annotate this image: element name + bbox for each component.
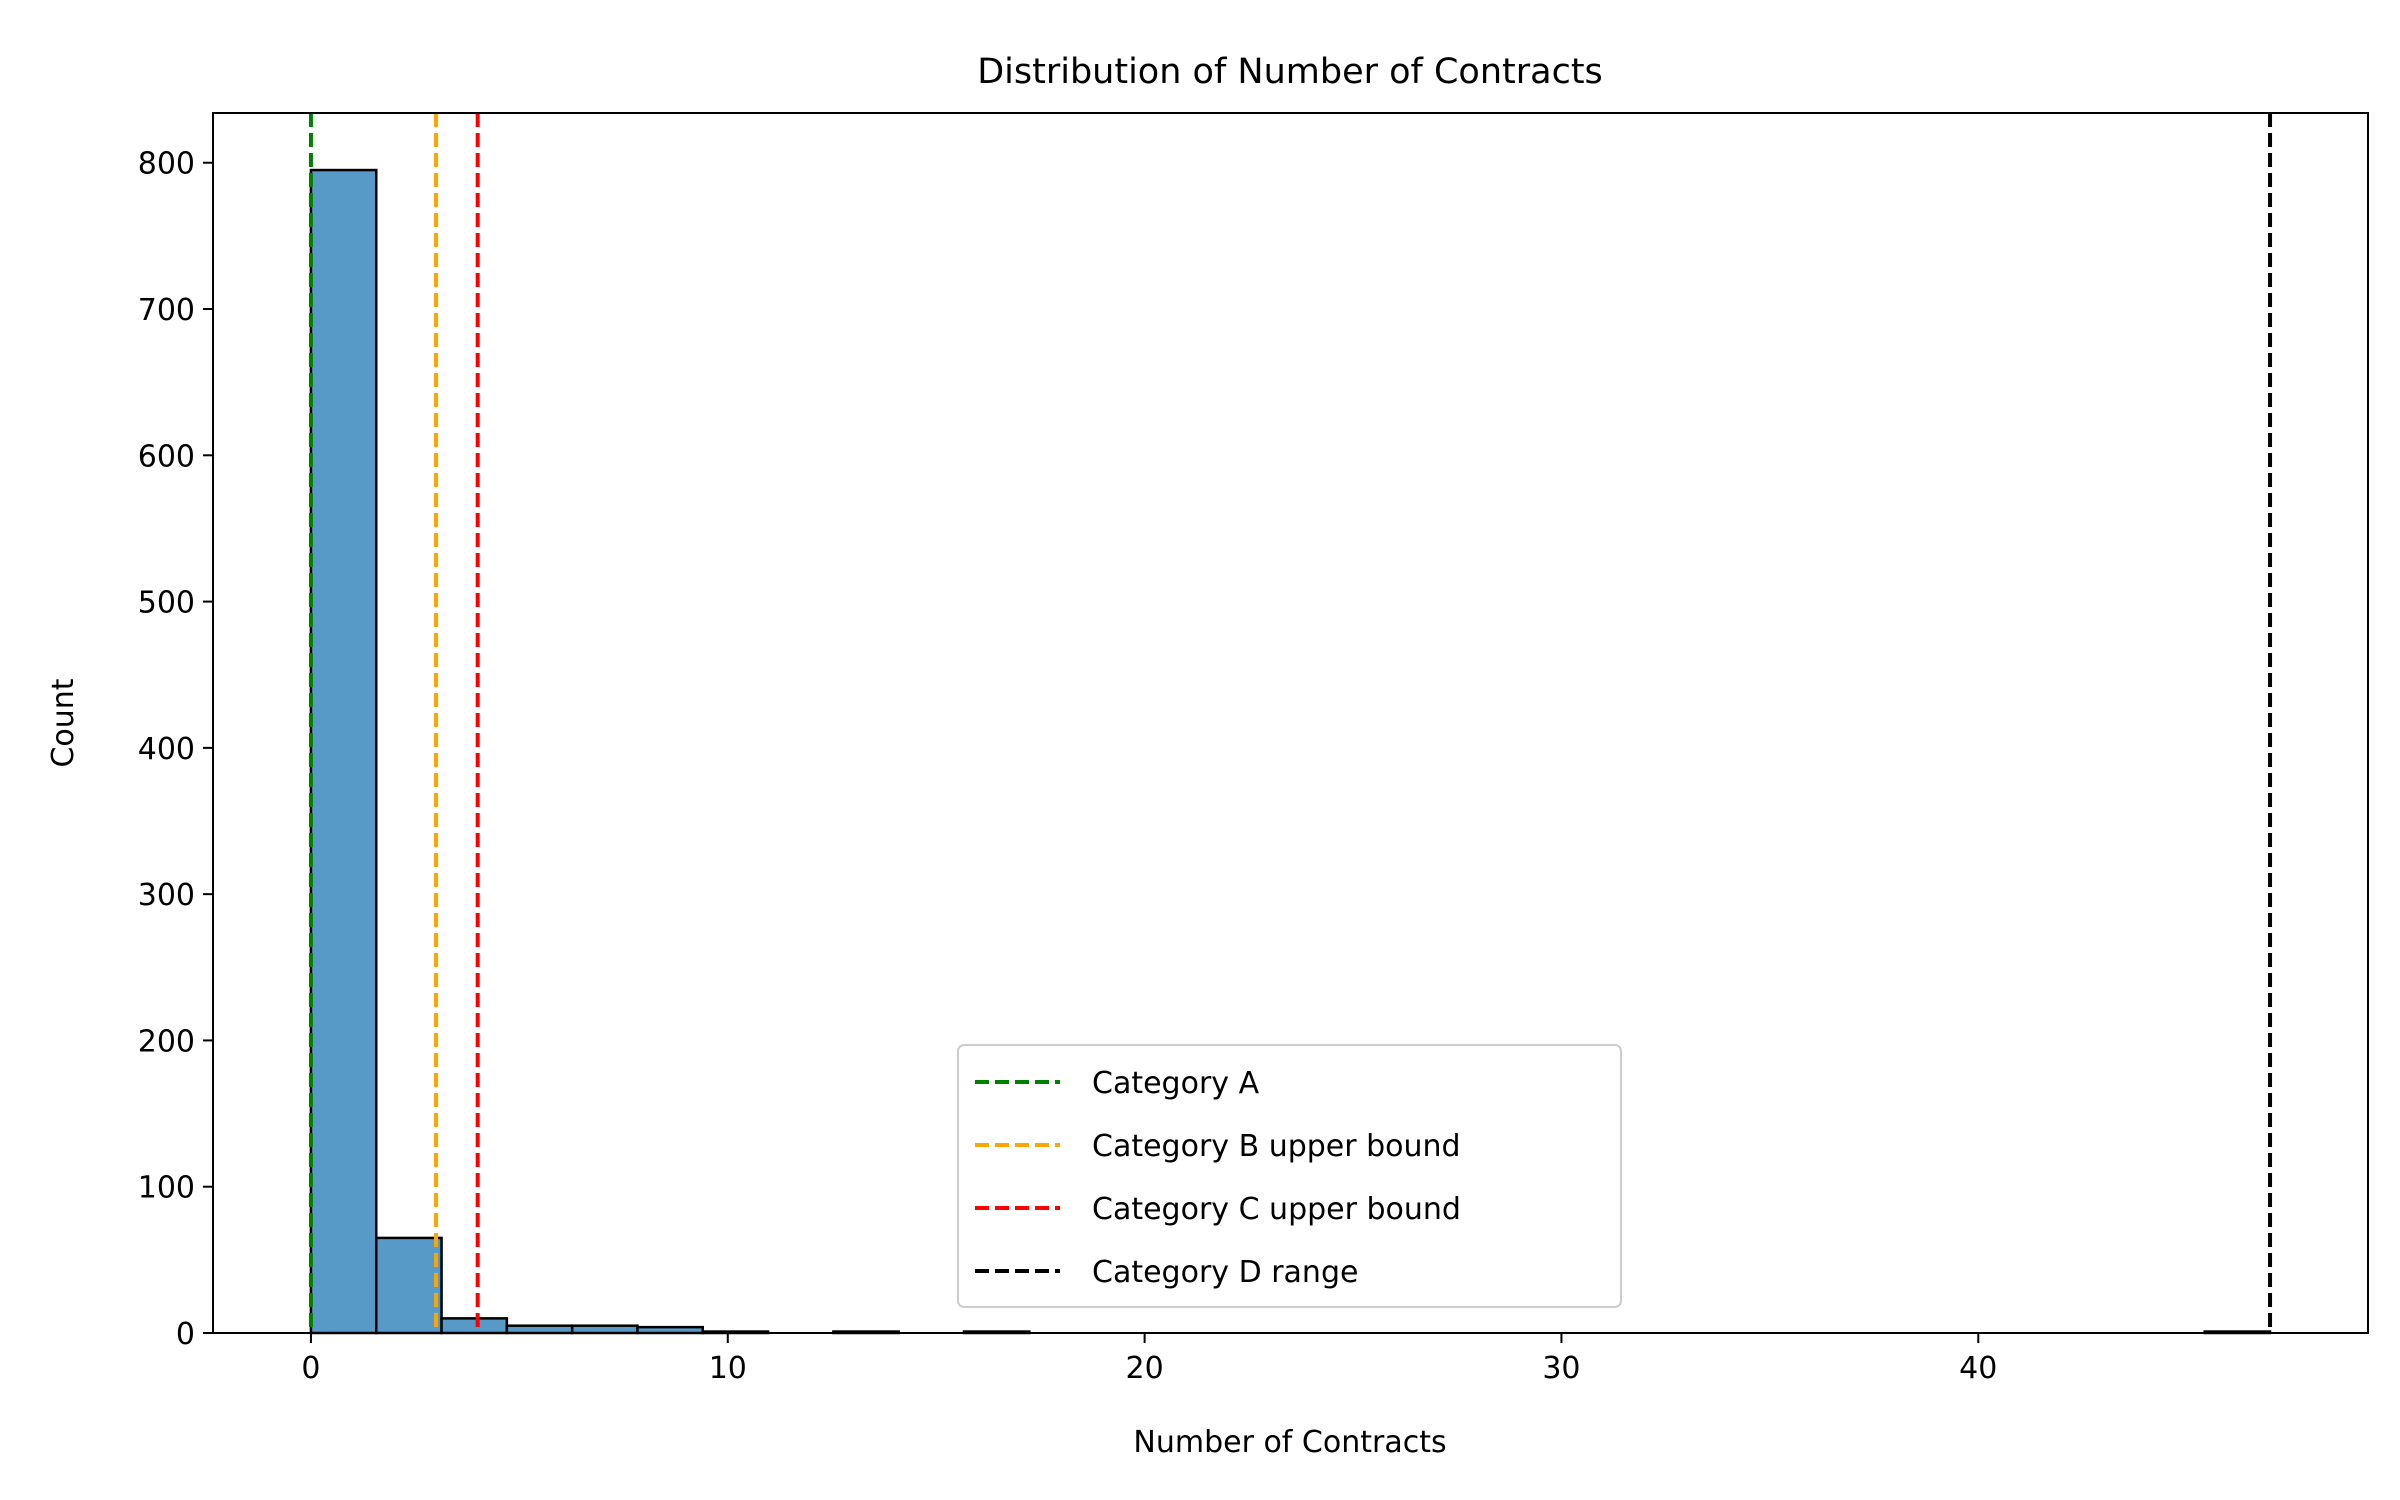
- reference-lines: [308, 113, 2273, 1333]
- y-tick-label: 600: [138, 439, 195, 474]
- y-tick-label: 0: [176, 1317, 195, 1352]
- x-tick-label: 20: [1126, 1351, 1164, 1386]
- histogram-bar: [375, 1236, 443, 1335]
- x-tick-label: 40: [1959, 1351, 1997, 1386]
- chart-title: Distribution of Number of Contracts: [977, 52, 1603, 92]
- y-tick-label: 200: [138, 1024, 195, 1059]
- x-axis-label: Number of Contracts: [1133, 1425, 1446, 1460]
- legend-label: Category D range: [1092, 1255, 1358, 1290]
- x-tick-label: 10: [709, 1351, 747, 1386]
- legend: Category A Category B upper bound Category…: [957, 1044, 1622, 1308]
- y-axis-ticks: 0 100 200 300 400 500 600 700 800: [138, 147, 213, 1352]
- legend-label: Category B upper bound: [1092, 1129, 1461, 1164]
- histogram-bar: [570, 1324, 639, 1335]
- x-axis-ticks: 0 10 20 30 40: [301, 1333, 1997, 1386]
- legend-box: [957, 1044, 1622, 1308]
- y-tick-label: 400: [138, 732, 195, 767]
- legend-label: Category C upper bound: [1092, 1192, 1461, 1227]
- histogram-bar: [440, 1317, 509, 1335]
- y-tick-label: 800: [138, 147, 195, 182]
- legend-label: Category A: [1092, 1066, 1260, 1101]
- histogram-bars: [309, 168, 2272, 1335]
- y-tick-label: 100: [138, 1171, 195, 1206]
- y-axis-label: Count: [46, 678, 81, 767]
- histogram-bar: [505, 1324, 574, 1335]
- x-tick-label: 30: [1542, 1351, 1580, 1386]
- histogram-bar: [309, 168, 378, 1335]
- axes-frame: [212, 112, 2369, 1334]
- x-tick-label: 0: [301, 1351, 320, 1386]
- y-tick-label: 300: [138, 878, 195, 913]
- y-tick-label: 500: [138, 586, 195, 621]
- plot-area: [212, 112, 2369, 1335]
- y-tick-label: 700: [138, 293, 195, 328]
